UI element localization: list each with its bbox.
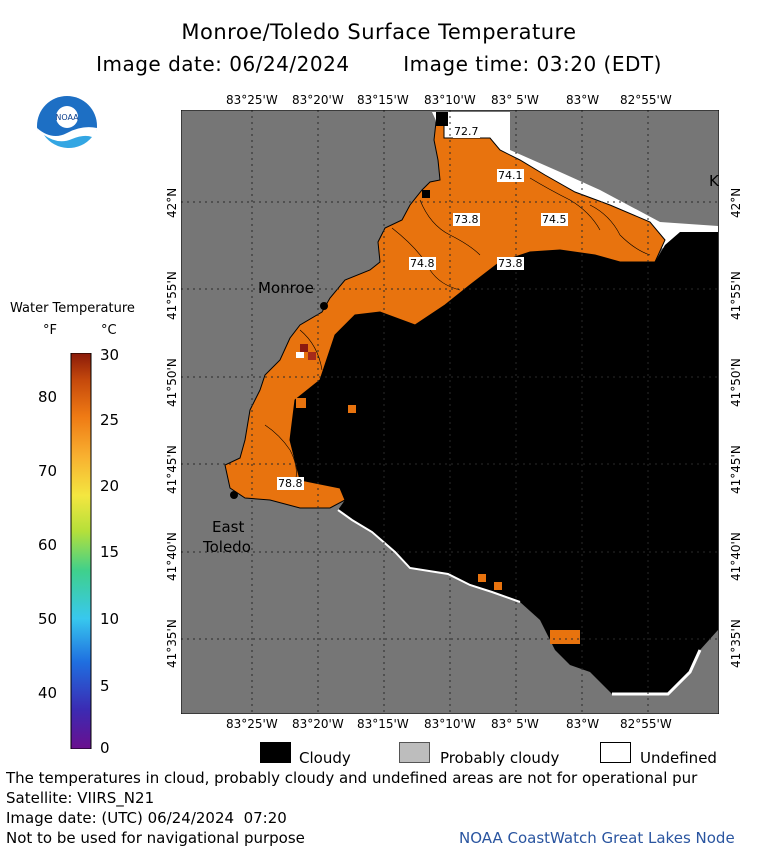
warm-pixel bbox=[478, 574, 486, 582]
footer-credit: NOAA CoastWatch Great Lakes Node bbox=[459, 829, 735, 847]
hot-pixel bbox=[308, 352, 316, 360]
lat-label-right: 41°35'N bbox=[729, 619, 743, 668]
lon-label-top: 83° 5'W bbox=[491, 93, 539, 107]
warm-pixel bbox=[550, 630, 580, 644]
undefined-pixel bbox=[296, 352, 304, 358]
map-canvas bbox=[181, 110, 719, 714]
legend-c-tick: 20 bbox=[100, 477, 120, 495]
noaa-logo: NOAA bbox=[37, 96, 97, 157]
lon-label-bottom: 83°25'W bbox=[226, 717, 278, 731]
isotherm-line bbox=[391, 227, 461, 291]
isotherm-line bbox=[299, 329, 323, 371]
lat-label-right: 41°45'N bbox=[729, 445, 743, 494]
lon-label-top: 82°55'W bbox=[620, 93, 672, 107]
footer-nav-warning: Not to be used for navigational purpose bbox=[6, 829, 305, 847]
undefined-fringe bbox=[432, 112, 718, 250]
lon-label-top: 83°25'W bbox=[226, 93, 278, 107]
lat-label-left: 42°N bbox=[165, 187, 179, 218]
map-subtitle: Image date: 06/24/2024 Image time: 03:20… bbox=[0, 52, 758, 76]
lon-label-bottom: 83°15'W bbox=[357, 717, 409, 731]
lon-label-top: 83°15'W bbox=[357, 93, 409, 107]
temp-label: 78.8 bbox=[277, 477, 304, 490]
lon-label-top: 83°W bbox=[566, 93, 600, 107]
lon-label-top: 83°10'W bbox=[424, 93, 476, 107]
noaa-logo-text: NOAA bbox=[55, 113, 79, 122]
key-undefined: Undefined bbox=[640, 749, 717, 767]
lat-label-right: 41°40'N bbox=[729, 532, 743, 581]
temp-label: 74.5 bbox=[541, 213, 568, 226]
warm-pixel bbox=[494, 582, 502, 590]
place-k: K bbox=[709, 172, 719, 190]
place-monroe: Monroe bbox=[258, 279, 314, 297]
warm-pixel bbox=[348, 405, 356, 413]
legend-f-tick: 70 bbox=[38, 462, 58, 480]
footer-note: The temperatures in cloud, probably clou… bbox=[6, 769, 698, 787]
key-probably-cloudy: Probably cloudy bbox=[440, 749, 560, 767]
lon-label-bottom: 82°55'W bbox=[620, 717, 672, 731]
legend-c-tick: 5 bbox=[100, 677, 110, 695]
isotherm-line bbox=[419, 199, 481, 256]
legend-f-tick: 80 bbox=[38, 388, 58, 406]
undefined-fringe bbox=[337, 509, 521, 603]
legend-c-tick: 0 bbox=[100, 739, 110, 757]
cloud-pixel bbox=[422, 190, 430, 198]
legend-c-tick: 30 bbox=[100, 346, 120, 364]
cloud-mask bbox=[290, 232, 718, 694]
legend-unit-c: °C bbox=[101, 323, 117, 338]
lat-label-left: 41°40'N bbox=[165, 532, 179, 581]
place-east-toledo: East bbox=[212, 518, 245, 536]
temp-label: 73.8 bbox=[453, 213, 480, 226]
legend-c-tick: 25 bbox=[100, 411, 120, 429]
lon-label-bottom: 83°W bbox=[566, 717, 600, 731]
toledo-marker bbox=[230, 491, 238, 499]
lon-label-bottom: 83°20'W bbox=[292, 717, 344, 731]
key-cloudy: Cloudy bbox=[299, 749, 351, 767]
temp-label: 74.8 bbox=[409, 257, 436, 270]
legend-c-tick: 10 bbox=[100, 610, 120, 628]
place-east-toledo: Toledo bbox=[203, 538, 251, 556]
lat-label-right: 41°50'N bbox=[729, 358, 743, 407]
temp-label: 73.8 bbox=[497, 257, 524, 270]
undefined-fringe bbox=[612, 649, 702, 696]
lat-label-left: 41°55'N bbox=[165, 271, 179, 320]
cloud-pixel bbox=[436, 112, 448, 126]
lon-label-bottom: 83° 5'W bbox=[491, 717, 539, 731]
temp-label: 72.7 bbox=[453, 125, 480, 138]
swatch-cloudy bbox=[260, 742, 291, 763]
isotherm-line bbox=[264, 424, 297, 479]
lat-label-left: 41°50'N bbox=[165, 358, 179, 407]
hot-pixel bbox=[300, 344, 308, 352]
legend-f-tick: 50 bbox=[38, 610, 58, 628]
lat-label-right: 42°N bbox=[729, 187, 743, 218]
color-bar bbox=[70, 353, 92, 749]
isotherm-line bbox=[529, 177, 601, 231]
image-time: Image time: 03:20 (EDT) bbox=[403, 52, 662, 76]
legend-title: Water Temperature bbox=[10, 301, 135, 316]
lon-label-top: 83°20'W bbox=[292, 93, 344, 107]
temp-label: 74.1 bbox=[497, 169, 524, 182]
lat-label-left: 41°45'N bbox=[165, 445, 179, 494]
graticule bbox=[181, 110, 719, 714]
map-title: Monroe/Toledo Surface Temperature bbox=[181, 20, 577, 44]
warm-pixel bbox=[296, 398, 306, 408]
legend-unit-f: °F bbox=[43, 323, 57, 338]
legend-f-tick: 40 bbox=[38, 684, 58, 702]
legend-f-tick: 60 bbox=[38, 536, 58, 554]
legend-c-tick: 15 bbox=[100, 543, 120, 561]
monroe-marker bbox=[320, 302, 328, 310]
lon-label-bottom: 83°10'W bbox=[424, 717, 476, 731]
image-date: Image date: 06/24/2024 bbox=[96, 52, 350, 76]
swatch-undefined bbox=[600, 742, 631, 763]
footer-satellite: Satellite: VIIRS_N21 bbox=[6, 789, 155, 807]
footer-utc-date: Image date: (UTC) 06/24/2024 07:20 bbox=[6, 809, 287, 827]
lat-label-right: 41°55'N bbox=[729, 271, 743, 320]
isotherm-line bbox=[589, 204, 651, 256]
lat-label-left: 41°35'N bbox=[165, 619, 179, 668]
swatch-probably-cloudy bbox=[399, 742, 430, 763]
